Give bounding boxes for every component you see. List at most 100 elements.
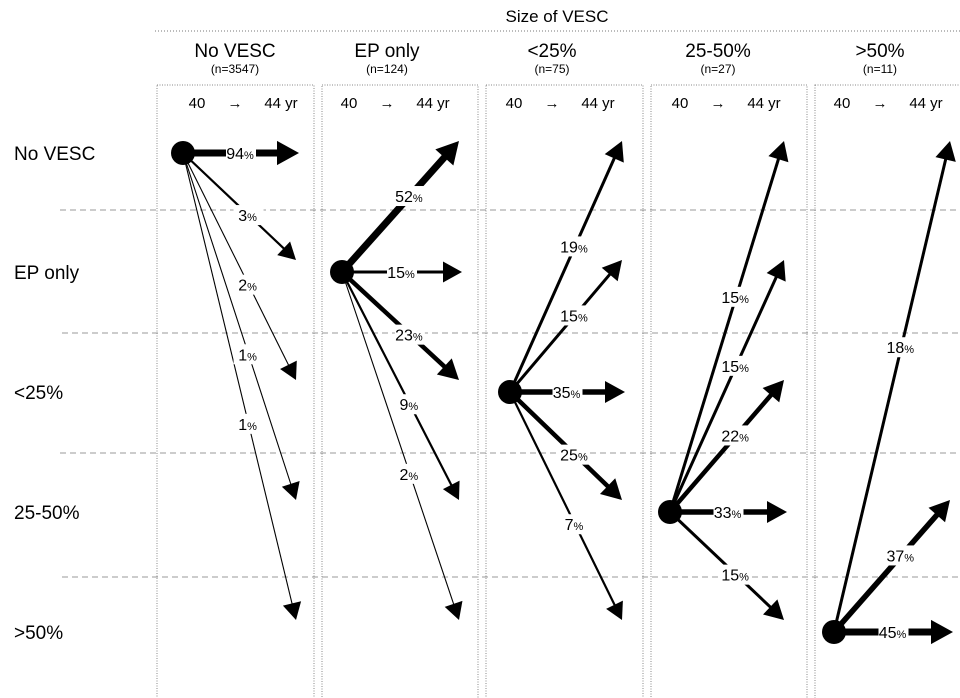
age-arrow-4: → <box>873 95 888 112</box>
age-to-1: 44 yr <box>416 95 449 112</box>
transition-arrow-4 <box>182 152 294 606</box>
age-from-2: 40 <box>506 95 523 112</box>
column-n-2: (n=75) <box>534 62 569 76</box>
transition-arrowhead-16 <box>766 260 786 282</box>
transition-pct-5: 52 <box>395 189 413 206</box>
column-n-1: (n=124) <box>366 62 408 76</box>
transition-pct-16: 15 <box>721 359 739 376</box>
transition-label-0: 94% <box>226 146 254 163</box>
transition-arrowhead-22 <box>931 619 953 645</box>
transition-label-13: 25% <box>560 448 588 465</box>
transition-label-bg-12 <box>552 382 583 402</box>
transition-pct-3: 1 <box>238 347 247 364</box>
transition-arrowhead-21 <box>928 500 950 523</box>
transition-label-1: 3% <box>238 208 257 225</box>
transition-label-bg-6 <box>387 262 417 282</box>
column-n-0: (n=3547) <box>211 62 259 76</box>
transition-pct-1: 3 <box>238 208 247 225</box>
transition-arrowhead-15 <box>768 141 789 163</box>
transition-arrow-21 <box>831 511 941 634</box>
transition-label-bg-18 <box>713 502 744 522</box>
transition-label-bg-8 <box>394 394 425 415</box>
transition-arrow-17 <box>668 392 774 514</box>
pct-unit-4: % <box>247 421 257 433</box>
transition-label-bg-20 <box>886 337 917 358</box>
transition-arrowhead-20 <box>935 141 956 162</box>
transition-label-3: 1% <box>238 347 257 364</box>
pct-unit-12: % <box>571 389 581 401</box>
transition-label-20: 18% <box>886 340 914 357</box>
transition-label-7: 23% <box>395 328 423 345</box>
transition-arrowhead-9 <box>444 600 463 620</box>
transition-pct-17: 22 <box>721 428 739 445</box>
transition-arrow-10 <box>508 155 617 393</box>
transition-label-21: 37% <box>886 548 914 565</box>
pct-unit-13: % <box>578 452 588 464</box>
age-arrow-2: → <box>545 95 560 112</box>
transition-label-11: 15% <box>560 308 588 325</box>
transition-pct-0: 94 <box>226 146 244 163</box>
transition-arrow-8 <box>341 271 454 488</box>
transition-label-17: 22% <box>721 428 749 445</box>
transition-label-14: 7% <box>565 517 584 534</box>
transition-arrowhead-5 <box>435 141 459 166</box>
age-to-2: 44 yr <box>581 95 614 112</box>
transition-arrow-11 <box>508 271 613 393</box>
source-dot-1 <box>330 260 354 284</box>
age-from-4: 40 <box>834 95 851 112</box>
pct-unit-16: % <box>739 363 749 375</box>
age-to-4: 44 yr <box>909 95 942 112</box>
transition-arrowhead-6 <box>443 261 462 283</box>
column-header-0: No VESC <box>194 41 275 62</box>
transition-arrowhead-17 <box>762 380 784 403</box>
transition-pct-6: 15 <box>387 265 405 282</box>
pct-unit-9: % <box>408 471 418 483</box>
transition-label-9: 2% <box>400 467 419 484</box>
column-box-3 <box>650 84 808 698</box>
transition-arrowhead-19 <box>763 599 784 620</box>
age-from-0: 40 <box>189 95 206 112</box>
transition-label-bg-21 <box>886 545 917 566</box>
transition-arrowhead-12 <box>605 381 625 403</box>
transition-label-bg-15 <box>721 286 752 307</box>
pct-unit-19: % <box>739 572 749 584</box>
source-dot-2 <box>498 380 522 404</box>
column-box-4 <box>814 84 960 698</box>
pct-unit-10: % <box>578 243 588 255</box>
pct-unit-14: % <box>574 521 584 533</box>
column-header-4: >50% <box>855 41 904 62</box>
column-header-3: 25-50% <box>685 41 751 62</box>
column-box-0 <box>156 84 315 698</box>
row-label-2: <25% <box>14 383 63 404</box>
transition-label-15: 15% <box>721 290 749 307</box>
transition-pct-20: 18 <box>886 340 904 357</box>
source-dot-3 <box>658 500 682 524</box>
pct-unit-18: % <box>732 509 742 521</box>
transition-arrowhead-8 <box>442 480 460 500</box>
transition-arrow-7 <box>340 270 448 370</box>
transition-label-bg-3 <box>233 344 264 365</box>
transition-arrowhead-13 <box>599 478 622 500</box>
transition-pct-12: 35 <box>553 385 571 402</box>
transition-label-bg-22 <box>878 622 909 642</box>
transition-arrow-13 <box>508 390 611 490</box>
transition-pct-7: 23 <box>395 328 413 345</box>
transition-arrowhead-4 <box>282 601 302 620</box>
transition-label-bg-4 <box>233 413 264 434</box>
transition-arrowhead-11 <box>601 260 622 282</box>
pct-unit-7: % <box>413 332 423 344</box>
pct-unit-20: % <box>904 344 914 356</box>
transition-label-18: 33% <box>714 505 742 522</box>
transition-pct-4: 1 <box>238 417 247 434</box>
transition-label-bg-11 <box>559 305 590 326</box>
source-dot-0 <box>171 141 195 165</box>
transition-label-16: 15% <box>721 359 749 376</box>
pct-unit-21: % <box>904 552 914 564</box>
transition-pct-9: 2 <box>400 467 409 484</box>
pct-unit-15: % <box>739 294 749 306</box>
pct-unit-8: % <box>408 401 418 413</box>
transition-label-bg-10 <box>559 236 590 257</box>
transition-label-bg-1 <box>233 205 264 226</box>
transition-label-2: 2% <box>238 278 257 295</box>
